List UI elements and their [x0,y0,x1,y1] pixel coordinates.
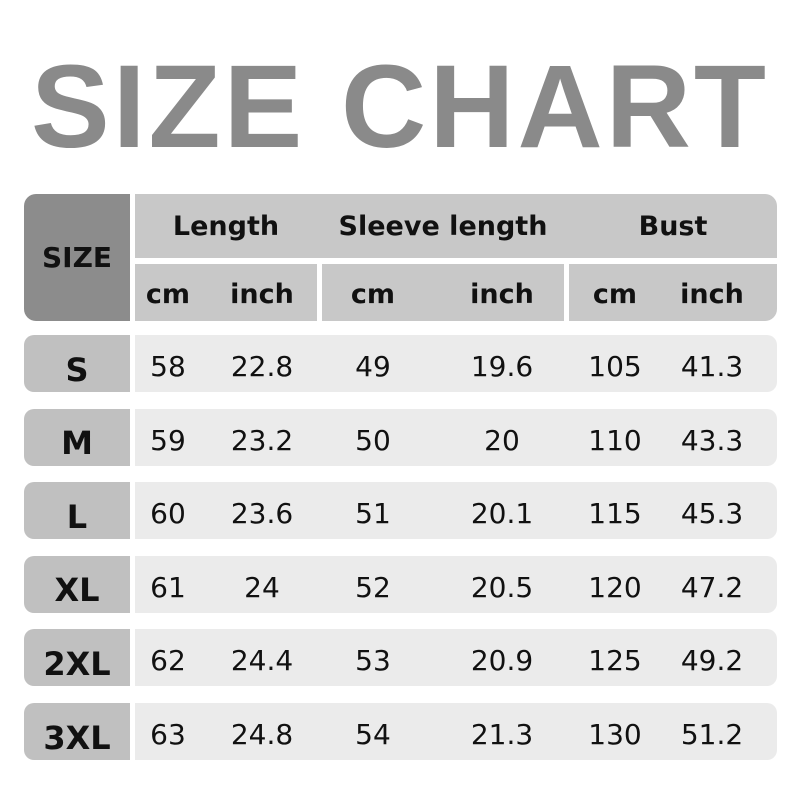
measurement: 120 [588,570,642,604]
size-cell-bg [24,335,130,392]
size-cell-bg [24,629,130,687]
measurement: 24.8 [230,718,294,751]
unit-header: cm [350,279,396,310]
size-label: 3XL [43,718,111,757]
unit-header: inch [680,279,744,310]
size-label: 2XL [43,644,111,683]
row-bg [135,703,777,760]
size-header-bg [24,194,130,321]
column-group-header: Length [172,210,280,242]
measurement: 22.8 [230,350,294,383]
row-bg [135,629,777,687]
unit-header: cm [145,279,191,310]
measurement: 49 [355,350,391,383]
group-header-bg [135,194,777,258]
measurement: 47.2 [680,570,744,604]
measurement: 21.3 [470,718,534,751]
measurement: 20.1 [470,497,534,531]
measurement: 105 [588,350,642,383]
measurement: 45.3 [680,497,744,531]
measurement: 61 [150,570,186,604]
column-group-header: Sleeve length [338,210,548,242]
unit-header-bg [569,264,777,321]
measurement: 54 [355,718,391,751]
size-label: L [66,497,88,536]
measurement: 20 [484,423,520,457]
unit-header: inch [470,279,534,310]
measurement: 63 [150,718,186,751]
measurement: 41.3 [680,350,744,383]
row-bg [135,408,777,466]
unit-header-bg [322,264,564,321]
unit-header: cm [592,279,638,310]
row-bg [135,555,777,613]
measurement: 50 [355,423,391,457]
measurement: 24.4 [230,644,294,678]
measurement: 19.6 [470,350,534,383]
measurement: 53 [355,644,391,678]
size-cell-bg [24,482,130,540]
unit-header-bg [135,264,317,321]
measurement: 125 [588,644,642,678]
measurement: 51 [355,497,391,531]
measurement: 52 [355,570,391,604]
size-label: S [65,350,89,389]
row-bg [135,335,777,392]
measurement: 60 [150,497,186,531]
measurement: 20.9 [470,644,534,678]
measurement: 20.5 [470,570,534,604]
measurement: 51.2 [680,718,744,751]
unit-header: inch [230,279,294,310]
column-group-header: Bust [638,210,708,242]
size-cell-bg [24,555,130,613]
measurement: 130 [588,718,642,751]
measurement: 110 [588,423,642,457]
measurement: 58 [150,350,186,383]
size-cell-bg [24,703,130,760]
measurement: 23.6 [230,497,294,531]
size-label: M [61,424,93,463]
measurement: 23.2 [230,423,294,457]
measurement: 49.2 [680,644,744,678]
size-header: SIZE [41,241,112,274]
measurement: 59 [150,423,186,457]
measurement: 62 [150,644,186,678]
title: SIZE CHART [31,41,769,173]
row-bg [135,482,777,540]
measurement: 24 [244,570,280,604]
size-label: XL [54,571,100,610]
size-cell-bg [24,408,130,466]
measurement: 115 [588,497,642,531]
measurement: 43.3 [680,423,744,457]
